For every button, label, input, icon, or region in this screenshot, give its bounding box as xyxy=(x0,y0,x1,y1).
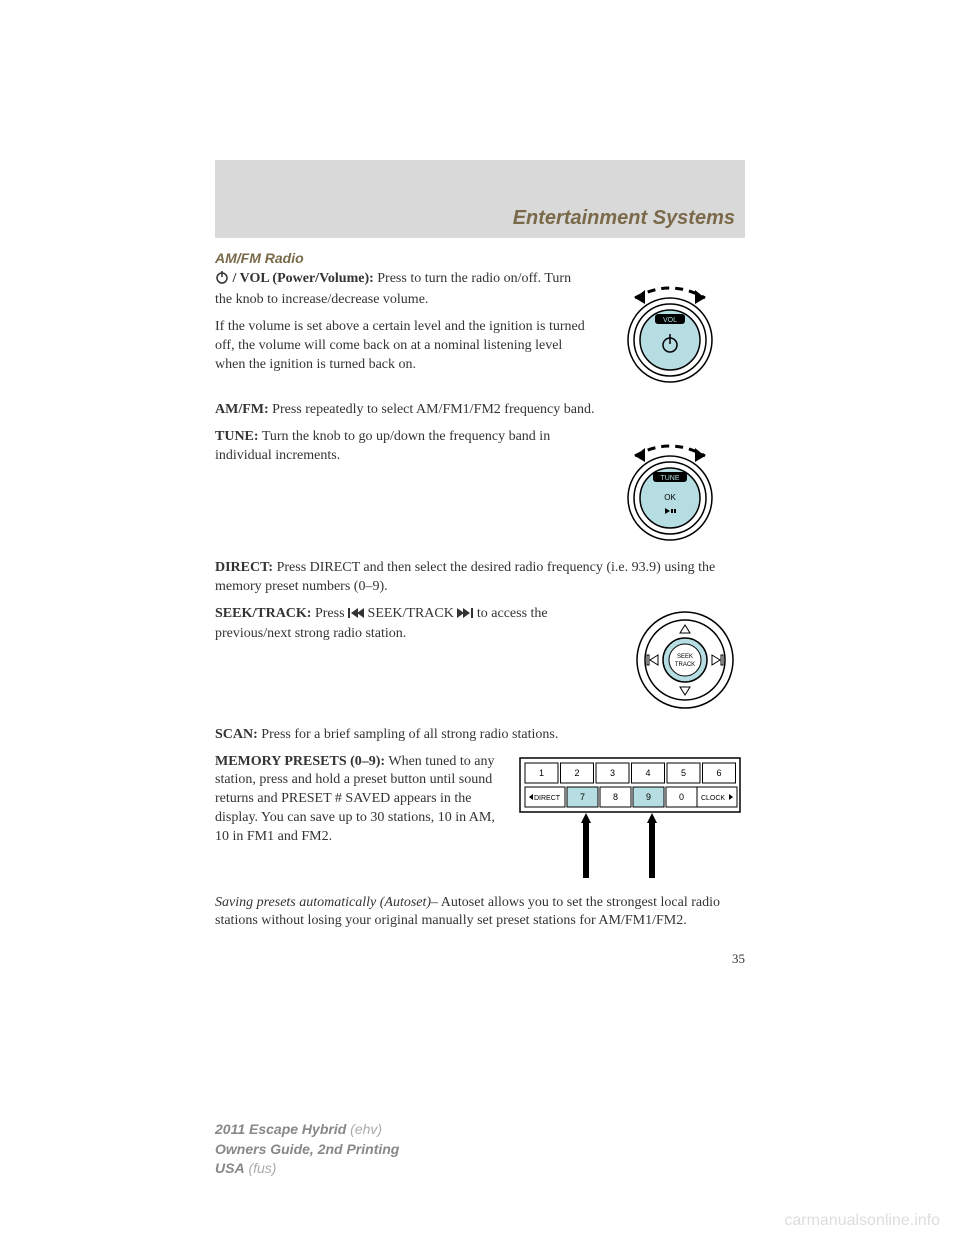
tune-paragraph: TUNE: Turn the knob to go up/down the fr… xyxy=(215,428,585,466)
footer-region-code: (fus) xyxy=(248,1160,276,1176)
svg-text:SEEK: SEEK xyxy=(677,654,693,660)
svg-text:1: 1 xyxy=(539,768,544,778)
svg-text:6: 6 xyxy=(716,768,721,778)
svg-text:CLOCK: CLOCK xyxy=(701,795,725,802)
svg-text:TRACK: TRACK xyxy=(675,662,695,668)
amfm-label: AM/FM: xyxy=(215,402,269,417)
power-label: / VOL (Power/Volume): xyxy=(233,271,374,286)
power-paragraph: / VOL (Power/Volume): Press to turn the … xyxy=(215,270,585,310)
tune-label: TUNE: xyxy=(215,429,259,444)
autoset-paragraph: Saving presets automatically (Autoset)– … xyxy=(215,894,745,932)
tune-knob-diagram: TUNE OK xyxy=(595,428,745,548)
preset-label: MEMORY PRESETS (0–9): xyxy=(215,754,385,769)
seek-prev-icon xyxy=(348,606,364,625)
svg-text:5: 5 xyxy=(681,768,686,778)
preset-block: MEMORY PRESETS (0–9): When tuned to any … xyxy=(215,753,745,888)
page-number: 35 xyxy=(215,951,745,967)
amfm-text: Press repeatedly to select AM/FM1/FM2 fr… xyxy=(272,402,594,417)
autoset-label: Saving presets automatically (Autoset)– xyxy=(215,895,438,910)
footer-model: 2011 Escape Hybrid xyxy=(215,1121,346,1137)
amfm-paragraph: AM/FM: Press repeatedly to select AM/FM1… xyxy=(215,401,745,420)
svg-text:3: 3 xyxy=(610,768,615,778)
seek-dpad-diagram: SEEK TRACK xyxy=(625,605,745,715)
svg-text:DIRECT: DIRECT xyxy=(534,795,561,802)
scan-paragraph: SCAN: Press for a brief sampling of all … xyxy=(215,726,745,745)
page-header-title: Entertainment Systems xyxy=(513,207,735,230)
svg-text:OK: OK xyxy=(664,493,676,502)
svg-text:4: 4 xyxy=(645,768,650,778)
direct-label: DIRECT: xyxy=(215,560,273,575)
svg-text:7: 7 xyxy=(580,792,585,802)
svg-text:9: 9 xyxy=(646,792,651,802)
tune-block: TUNE: Turn the knob to go up/down the fr… xyxy=(215,428,745,553)
seek-label: SEEK/TRACK: xyxy=(215,606,311,621)
direct-paragraph: DIRECT: Press DIRECT and then select the… xyxy=(215,559,745,597)
tune-text: Turn the knob to go up/down the frequenc… xyxy=(215,429,550,463)
direct-text: Press DIRECT and then select the desired… xyxy=(215,560,715,594)
watermark: carmanualsonline.info xyxy=(784,1212,940,1230)
footer-model-code: (ehv) xyxy=(350,1121,382,1137)
seek-text1: Press xyxy=(315,606,345,621)
power-icon xyxy=(215,270,229,291)
seek-next-icon xyxy=(457,606,473,625)
header-bar: Entertainment Systems xyxy=(215,160,745,238)
footer-guide: Owners Guide, 2nd Printing xyxy=(215,1140,399,1160)
scan-label: SCAN: xyxy=(215,727,258,742)
svg-text:VOL: VOL xyxy=(663,317,677,324)
footer: 2011 Escape Hybrid (ehv) Owners Guide, 2… xyxy=(215,1120,399,1179)
preset-paragraph: MEMORY PRESETS (0–9): When tuned to any … xyxy=(215,753,505,847)
svg-text:8: 8 xyxy=(613,792,618,802)
seek-text2: SEEK/TRACK xyxy=(368,606,454,621)
seek-block: SEEK/TRACK: Press SEEK/TRACK to access t… xyxy=(215,605,745,720)
svg-text:TUNE: TUNE xyxy=(660,475,679,482)
vol-knob-diagram: VOL xyxy=(595,270,745,390)
power-volume-block: / VOL (Power/Volume): Press to turn the … xyxy=(215,270,745,395)
preset-diagram: 1 2 3 4 5 6 DIRECT 7 8 9 0 CLOCK xyxy=(515,753,745,883)
section-title: AM/FM Radio xyxy=(215,250,745,266)
power-note: If the volume is set above a certain lev… xyxy=(215,318,585,375)
svg-text:0: 0 xyxy=(679,792,684,802)
scan-text: Press for a brief sampling of all strong… xyxy=(261,727,558,742)
svg-text:2: 2 xyxy=(574,768,579,778)
seek-paragraph: SEEK/TRACK: Press SEEK/TRACK to access t… xyxy=(215,605,615,644)
footer-region: USA xyxy=(215,1160,245,1176)
